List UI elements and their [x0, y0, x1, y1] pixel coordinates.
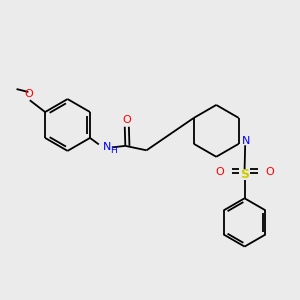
Text: H: H [110, 146, 117, 155]
Text: O: O [215, 167, 224, 177]
Text: O: O [265, 167, 274, 177]
Text: S: S [240, 168, 249, 181]
Text: O: O [24, 89, 33, 99]
Text: N: N [242, 136, 250, 146]
Text: N: N [103, 142, 111, 152]
Text: O: O [122, 115, 131, 125]
